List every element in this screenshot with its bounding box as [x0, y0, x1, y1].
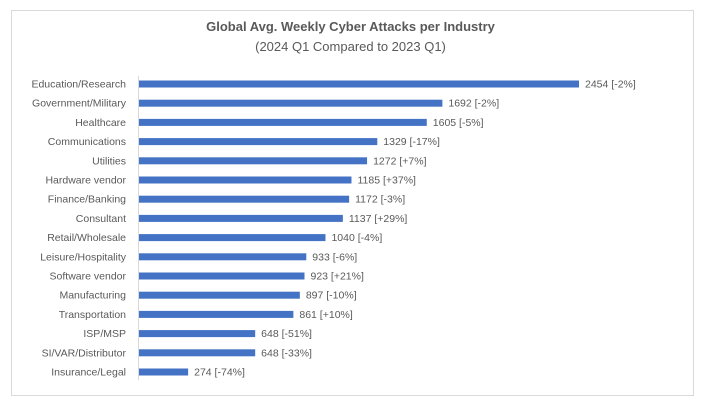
category-label: Government/Military — [32, 98, 127, 110]
bar — [139, 195, 350, 203]
data-label: 1137 [+29%] — [349, 213, 408, 225]
category-label: Software vendor — [50, 271, 127, 283]
data-label: 648 [-51%] — [261, 328, 312, 340]
category-label: Finance/Banking — [48, 194, 126, 206]
category-label: SI/VAR/Distributor — [42, 347, 127, 359]
data-label: 861 [+10%] — [299, 309, 353, 321]
bar — [139, 234, 326, 242]
data-label: 933 [-6%] — [312, 251, 357, 263]
bar — [139, 330, 256, 338]
bar — [139, 118, 427, 126]
bar — [139, 157, 368, 165]
bar — [139, 310, 294, 318]
category-label: Transportation — [59, 309, 126, 321]
category-label: Healthcare — [75, 117, 126, 129]
category-label: Insurance/Legal — [51, 367, 126, 379]
data-label: 923 [+21%] — [310, 271, 364, 283]
category-label: Utilities — [92, 155, 126, 167]
bar — [139, 99, 443, 107]
category-label: Communications — [48, 136, 126, 148]
bar — [139, 368, 189, 376]
data-label: 274 [-74%] — [194, 367, 245, 379]
data-label: 897 [-10%] — [306, 290, 357, 302]
bar — [139, 291, 300, 299]
data-label: 1172 [-3%] — [355, 194, 405, 206]
data-label: 1040 [-4%] — [331, 232, 382, 244]
bar — [139, 214, 343, 222]
bar — [139, 349, 256, 357]
data-label: 1692 [-2%] — [448, 98, 499, 110]
bar — [139, 138, 378, 146]
category-label: Retail/Wholesale — [47, 232, 126, 244]
data-label: 1329 [-17%] — [383, 136, 440, 148]
data-label: 1272 [+7%] — [373, 155, 427, 167]
bar — [139, 272, 305, 280]
category-label: Hardware vendor — [45, 175, 126, 187]
category-label: Education/Research — [31, 79, 126, 91]
category-label: Manufacturing — [59, 290, 126, 302]
chart-frame — [11, 10, 694, 396]
bar — [139, 253, 307, 261]
data-label: 1605 [-5%] — [433, 117, 484, 129]
category-label: Leisure/Hospitality — [40, 251, 127, 263]
data-label: 648 [-33%] — [261, 347, 312, 359]
chart-title: Global Avg. Weekly Cyber Attacks per Ind… — [206, 19, 495, 34]
data-label: 1185 [+37%] — [357, 175, 416, 187]
chart-subtitle: (2024 Q1 Compared to 2023 Q1) — [255, 39, 446, 54]
bar — [139, 80, 579, 88]
bar — [139, 176, 352, 184]
category-label: ISP/MSP — [83, 328, 126, 340]
category-label: Consultant — [76, 213, 126, 225]
data-label: 2454 [-2%] — [585, 79, 636, 91]
